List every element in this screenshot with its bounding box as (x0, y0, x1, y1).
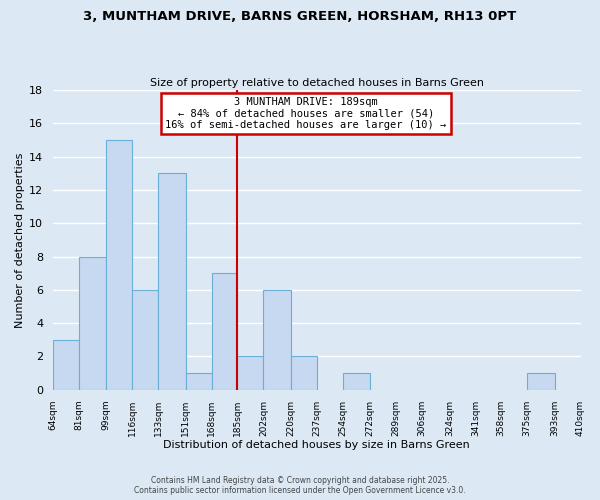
Y-axis label: Number of detached properties: Number of detached properties (15, 152, 25, 328)
Text: 3 MUNTHAM DRIVE: 189sqm
← 84% of detached houses are smaller (54)
16% of semi-de: 3 MUNTHAM DRIVE: 189sqm ← 84% of detache… (166, 97, 447, 130)
Bar (106, 140, 132, 390)
Bar (212, 273, 238, 390)
Bar (527, 373, 554, 390)
X-axis label: Distribution of detached houses by size in Barns Green: Distribution of detached houses by size … (163, 440, 470, 450)
Title: Size of property relative to detached houses in Barns Green: Size of property relative to detached ho… (150, 78, 484, 88)
Bar (263, 290, 291, 390)
Bar (158, 174, 185, 390)
Bar (53, 340, 79, 390)
Bar (185, 373, 212, 390)
Bar (343, 373, 370, 390)
Text: Contains HM Land Registry data © Crown copyright and database right 2025.
Contai: Contains HM Land Registry data © Crown c… (134, 476, 466, 495)
Bar (238, 356, 263, 390)
Text: 3, MUNTHAM DRIVE, BARNS GREEN, HORSHAM, RH13 0PT: 3, MUNTHAM DRIVE, BARNS GREEN, HORSHAM, … (83, 10, 517, 23)
Bar (132, 290, 158, 390)
Bar (291, 356, 317, 390)
Bar (79, 256, 106, 390)
